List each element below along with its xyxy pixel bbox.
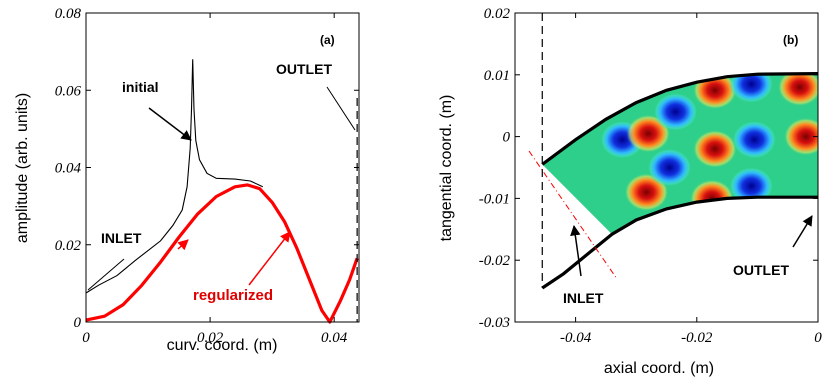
panel-a-ytick-label: 0.06 xyxy=(55,83,82,99)
inlet-label-b: INLET xyxy=(563,290,604,306)
panel-a-ytick-label: 0.08 xyxy=(55,6,82,22)
inlet-arrow-b xyxy=(570,224,582,277)
negative-lobe xyxy=(729,73,774,104)
panel-a-ytick-label: 0.02 xyxy=(55,238,82,254)
panel-b-plot xyxy=(528,13,819,290)
panel-b-ytick-label: 0.02 xyxy=(484,6,511,22)
regularized-label: regularized xyxy=(193,287,273,304)
panel-a-xtick-label: 0.02 xyxy=(197,330,224,346)
panel-b-xtick-label: -0.04 xyxy=(560,330,592,346)
panel-b-ytick-label: -0.03 xyxy=(479,315,510,331)
panel-b-xtick-label: 0 xyxy=(814,330,822,346)
negative-lobe xyxy=(653,92,698,131)
panel-b-ytick-label: 0 xyxy=(503,130,511,146)
panel-b-label: (b) xyxy=(783,33,798,47)
positive-lobe xyxy=(692,129,737,168)
initial-label: initial xyxy=(122,79,159,95)
series-initial-line xyxy=(85,59,264,294)
positive-lobe xyxy=(783,117,818,156)
panel-b-ylabel: tangential coord. (m) xyxy=(438,95,455,242)
outlet-arrow-b xyxy=(792,215,813,248)
panel-b: -0.04 -0.02 0 -0.03 -0.02 -0.01 0 0.01 0.02 INLE… xyxy=(438,6,822,377)
panel-a-frame xyxy=(85,12,360,323)
panel-a-ylabel: amplitude (arb. units) xyxy=(14,93,31,243)
panel-b-frame xyxy=(514,12,819,323)
panel-a-ytick-label: 0 xyxy=(74,315,82,331)
panel-b-ytick-label: -0.02 xyxy=(479,253,511,269)
inlet-pointer-line-a xyxy=(87,258,125,291)
panel-b-ytick-label: -0.01 xyxy=(479,191,510,207)
outlet-pointer-line-a xyxy=(326,86,356,131)
outlet-label-b: OUTLET xyxy=(733,262,789,278)
mode-shape-lobes xyxy=(600,73,818,218)
panel-a-label: (a) xyxy=(320,33,335,47)
regularized-small-arrow xyxy=(177,239,189,251)
panel-b-ytick-label: 0.01 xyxy=(484,68,510,84)
negative-lobe xyxy=(732,120,777,159)
panel-a: 0 0.02 0.04 0 0.02 0.04 0.06 0.08 initial INLET… xyxy=(14,6,360,354)
negative-lobe xyxy=(647,148,692,187)
panel-a-xlabel: curv. coord. (m) xyxy=(167,337,278,354)
panel-b-xlabel: axial coord. (m) xyxy=(604,360,714,377)
panel-a-xtick-label: 0.04 xyxy=(321,330,348,346)
regularized-arrow xyxy=(248,231,291,286)
panel-a-xtick-label: 0 xyxy=(82,330,90,346)
panel-a-plot xyxy=(85,59,359,324)
positive-lobe xyxy=(777,73,818,107)
outlet-label-a: OUTLET xyxy=(276,61,332,77)
initial-arrow xyxy=(148,107,192,141)
negative-lobe xyxy=(729,167,774,206)
panel-b-xtick-label: -0.02 xyxy=(681,330,713,346)
series-regularized-line xyxy=(85,183,359,324)
panel-b-ticks: -0.04 -0.02 0 -0.03 -0.02 -0.01 0 0.01 0.02 xyxy=(479,6,822,346)
lower-wall xyxy=(541,195,818,290)
inlet-label-a: INLET xyxy=(101,230,142,246)
panel-a-ytick-label: 0.04 xyxy=(55,161,82,177)
panel-a-ticks: 0 0.02 0.04 0 0.02 0.04 0.06 0.08 xyxy=(55,6,359,346)
upper-wall xyxy=(541,72,819,166)
